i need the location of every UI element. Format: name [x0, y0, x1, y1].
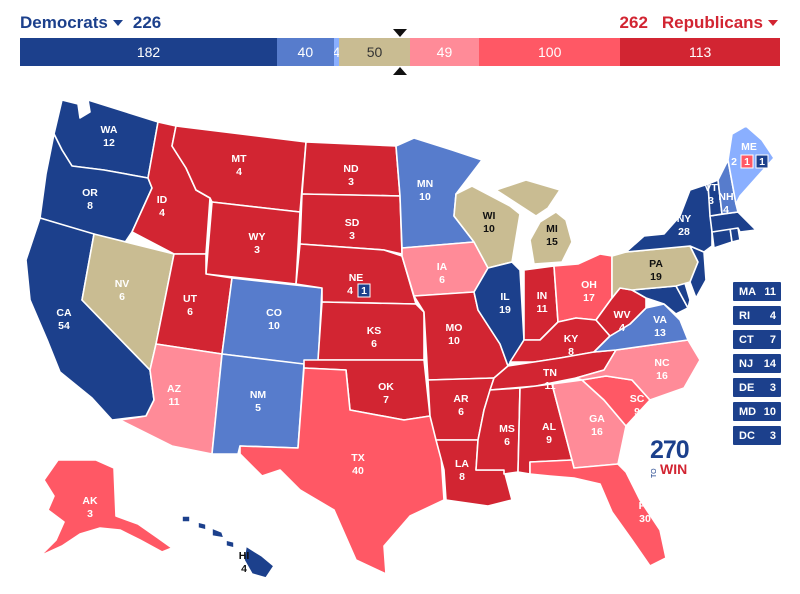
bar-safe-dem: 182 [20, 38, 278, 66]
270towin-logo: 270 TO WIN [650, 436, 690, 478]
state-ND[interactable] [301, 141, 401, 197]
state-HI[interactable] [181, 515, 275, 579]
me-district-1-badge[interactable] [740, 154, 754, 169]
chevron-down-icon[interactable] [112, 20, 123, 26]
small-state-MA[interactable]: MA 11 [733, 282, 781, 301]
state-NY[interactable] [625, 183, 713, 253]
republicans-header: 262 Republicans [620, 13, 778, 33]
bar-likely-rep: 100 [479, 38, 621, 66]
small-state-RI[interactable]: RI 4 [733, 306, 781, 325]
ne-district-badge[interactable] [357, 283, 371, 298]
bar-likely-dem: 40 [277, 38, 334, 66]
state-NH[interactable] [717, 159, 739, 215]
state-MS[interactable] [475, 387, 521, 475]
bar-lean-dem: 4 [333, 38, 340, 66]
state-MI[interactable] [495, 179, 573, 265]
state-NM[interactable] [211, 353, 305, 455]
chevron-down-icon[interactable] [768, 20, 778, 26]
state-CO[interactable] [221, 277, 323, 367]
bar-lean-rep: 49 [409, 38, 480, 66]
state-NC[interactable] [575, 339, 701, 401]
state-FL[interactable] [529, 459, 667, 567]
270-marker-bottom-icon [393, 67, 407, 75]
small-state-NJ[interactable]: NJ 14 [733, 354, 781, 373]
small-state-MD[interactable]: MD 10 [733, 402, 781, 421]
270-marker-top-icon [393, 29, 407, 37]
state-WY[interactable] [205, 201, 301, 285]
democrats-header: Democrats 226 [20, 13, 161, 33]
state-TX[interactable] [239, 367, 445, 575]
state-IA[interactable] [401, 241, 489, 297]
small-state-DE[interactable]: DE 3 [733, 378, 781, 397]
bar-safe-rep: 113 [620, 38, 780, 66]
bar-tossup: 50 [339, 38, 410, 66]
democrats-dropdown[interactable]: Democrats [20, 13, 108, 32]
democrats-total: 226 [132, 13, 162, 32]
small-states-list: MA 11 RI 4 CT 7 NJ 14 DE 3 MD 10 DC 3 [733, 282, 781, 450]
small-state-CT[interactable]: CT 7 [733, 330, 781, 349]
state-SD[interactable] [299, 193, 403, 255]
small-state-DC[interactable]: DC 3 [733, 426, 781, 445]
me-district-2-badge[interactable] [755, 154, 769, 169]
republicans-dropdown[interactable]: Republicans [661, 13, 763, 32]
state-MA[interactable] [709, 211, 757, 233]
state-AK[interactable] [39, 459, 173, 557]
state-KS[interactable] [317, 301, 425, 361]
republicans-total: 262 [619, 13, 648, 32]
electoral-vote-bar: 182 40 4 50 49 100 113 [20, 38, 780, 66]
